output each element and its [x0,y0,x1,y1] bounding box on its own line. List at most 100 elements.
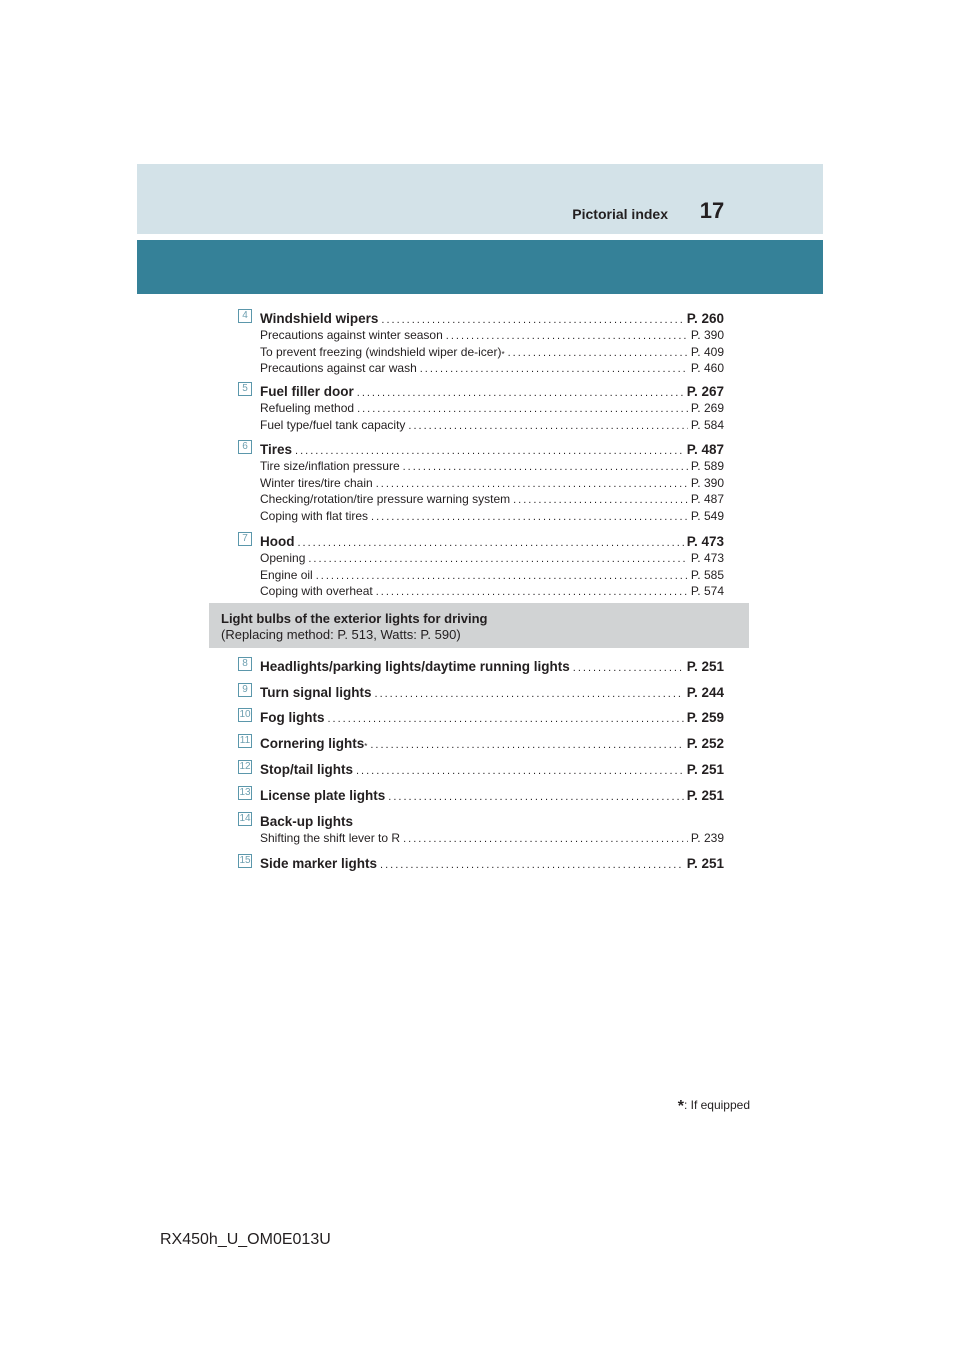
dot-leader [376,478,688,490]
index-entry-line[interactable]: Headlights/parking lights/daytime runnin… [260,656,724,674]
sub-page-reference[interactable]: P. 589 [690,459,724,473]
sub-page-reference[interactable]: P. 585 [690,567,724,582]
sub-page-reference[interactable]: P. 574 [690,584,724,598]
page-reference[interactable]: P. 251 [686,856,724,871]
dot-leader [408,420,687,432]
entry-label: License plate lights [260,788,386,803]
sub-page-reference[interactable]: P. 409 [690,344,724,359]
item-number-badge: 11 [238,734,252,748]
sub-page-reference[interactable]: P. 473 [690,551,724,565]
sub-entry-line[interactable]: Fuel type/fuel tank capacity P. 584 [260,418,724,432]
index-entry-line[interactable]: Fuel filler door P. 267 [260,381,724,399]
sub-page-reference[interactable]: P. 269 [690,401,724,415]
page-reference[interactable]: P. 487 [686,442,724,457]
item-number-badge: 8 [238,657,252,671]
item-number-badge: 14 [238,812,252,826]
page-reference[interactable]: P. 244 [686,685,724,700]
entry-label: Headlights/parking lights/daytime runnin… [260,659,570,674]
sub-entry-line[interactable]: Coping with flat tires P. 549 [260,509,724,523]
index-entry-line[interactable]: Tires P. 487 [260,439,724,457]
asterisk-mark: * [364,742,368,751]
footnote-star: * [677,1098,684,1115]
sub-page-reference[interactable]: P. 584 [690,417,724,432]
dot-leader [446,330,688,342]
sub-entry-line[interactable]: Coping with overheat P. 574 [260,584,724,598]
index-entry-line[interactable]: Turn signal lights P. 244 [260,682,724,700]
sub-entry-line[interactable]: Opening P. 473 [260,551,724,565]
sub-entry-line[interactable]: Precautions against winter season P. 390 [260,328,724,342]
index-entry-line[interactable]: Back-up lights [260,811,724,829]
index-entry-line[interactable]: Stop/tail lights P. 251 [260,759,724,777]
section-title: Pictorial index [572,206,668,222]
dot-leader [357,387,684,399]
index-entry-line[interactable]: Hood P. 473 [260,531,724,549]
page-reference[interactable]: P. 251 [686,659,724,674]
sub-entry-label: Tire size/inflation pressure [260,459,400,473]
page-number: 17 [699,198,725,223]
index-entry-line[interactable]: Side marker lights P. 251 [260,853,724,871]
dot-leader [381,314,683,326]
sub-entry-label: Winter tires/tire chain [260,475,373,490]
sub-entry-label: Coping with overheat [260,584,373,598]
index-entry-line[interactable]: License plate lights P. 251 [260,785,724,803]
sub-entry-line[interactable]: Refueling method P. 269 [260,401,724,415]
entry-label: Side marker lights [260,856,378,871]
sub-entry-line[interactable]: Checking/rotation/tire pressure warning … [260,492,724,506]
entry-label: Cornering lights [260,736,365,751]
sub-entry-label: Precautions against car wash [260,361,417,375]
sub-entry-line[interactable]: Tire size/inflation pressure P. 589 [260,459,724,473]
index-entry-line[interactable]: Fog lights P. 259 [260,707,724,725]
dot-leader [513,494,688,506]
dot-leader [376,586,688,598]
sub-page-reference[interactable]: P. 239 [690,831,724,845]
sub-entry-line[interactable]: To prevent freezing (windshield wiper de… [260,345,724,359]
lights-section-box: Light bulbs of the exterior lights for d… [209,603,749,648]
sub-entry-line[interactable]: Precautions against car wash P. 460 [260,361,724,375]
dot-leader [573,662,684,674]
page-reference[interactable]: P. 259 [686,710,724,725]
sub-entry-line[interactable]: Shifting the shift lever to R P. 239 [260,831,724,845]
lights-section-title: Light bulbs of the exterior lights for d… [221,611,488,626]
page-reference[interactable]: P. 473 [686,534,724,549]
sub-page-reference[interactable]: P. 460 [690,361,724,375]
page-reference[interactable]: P. 251 [686,788,724,803]
footnote-text: : If equipped [683,1098,750,1112]
sub-entry-label: Coping with flat tires [260,508,369,523]
sub-entry-line[interactable]: Winter tires/tire chain P. 390 [260,476,724,490]
page-reference[interactable]: P. 267 [686,384,724,399]
entry-label: Stop/tail lights [260,762,353,777]
sub-page-reference[interactable]: P. 487 [690,492,724,506]
entry-label: Windshield wipers [260,311,379,326]
sub-entry-label: Refueling method [260,401,355,415]
dot-leader [308,553,687,565]
sub-entry-line[interactable]: Engine oil P. 585 [260,568,724,582]
page-reference[interactable]: P. 251 [686,762,724,777]
dot-leader [370,739,683,751]
entry-label: Hood [260,534,295,549]
entry-label: Fog lights [260,710,325,725]
item-number-badge: 6 [238,440,252,454]
dot-leader [508,347,688,359]
item-number-badge: 9 [238,683,252,697]
item-number-badge: 10 [238,708,252,722]
entry-label: Back-up lights [260,814,354,829]
item-number-badge: 4 [238,309,252,323]
dot-leader [316,570,688,582]
sub-entry-label: Engine oil [260,567,313,582]
dot-leader [371,511,688,523]
page-reference[interactable]: P. 252 [686,736,724,751]
page-reference[interactable]: P. 260 [686,311,724,326]
asterisk-mark: * [501,349,505,359]
document-code: RX450h_U_OM0E013U [160,1231,331,1248]
dot-leader [295,445,684,457]
sub-entry-label: Fuel type/fuel tank capacity [260,417,406,432]
dot-leader [328,713,684,725]
index-entry-line[interactable]: Windshield wipers P. 260 [260,308,724,326]
footnote: *: If equipped [600,1098,750,1116]
sub-page-reference[interactable]: P. 549 [690,508,724,523]
sub-page-reference[interactable]: P. 390 [690,475,724,490]
entry-label: Fuel filler door [260,384,354,399]
dot-leader [357,403,688,415]
index-entry-line[interactable]: Cornering lights* P. 252 [260,733,724,751]
sub-page-reference[interactable]: P. 390 [690,328,724,342]
